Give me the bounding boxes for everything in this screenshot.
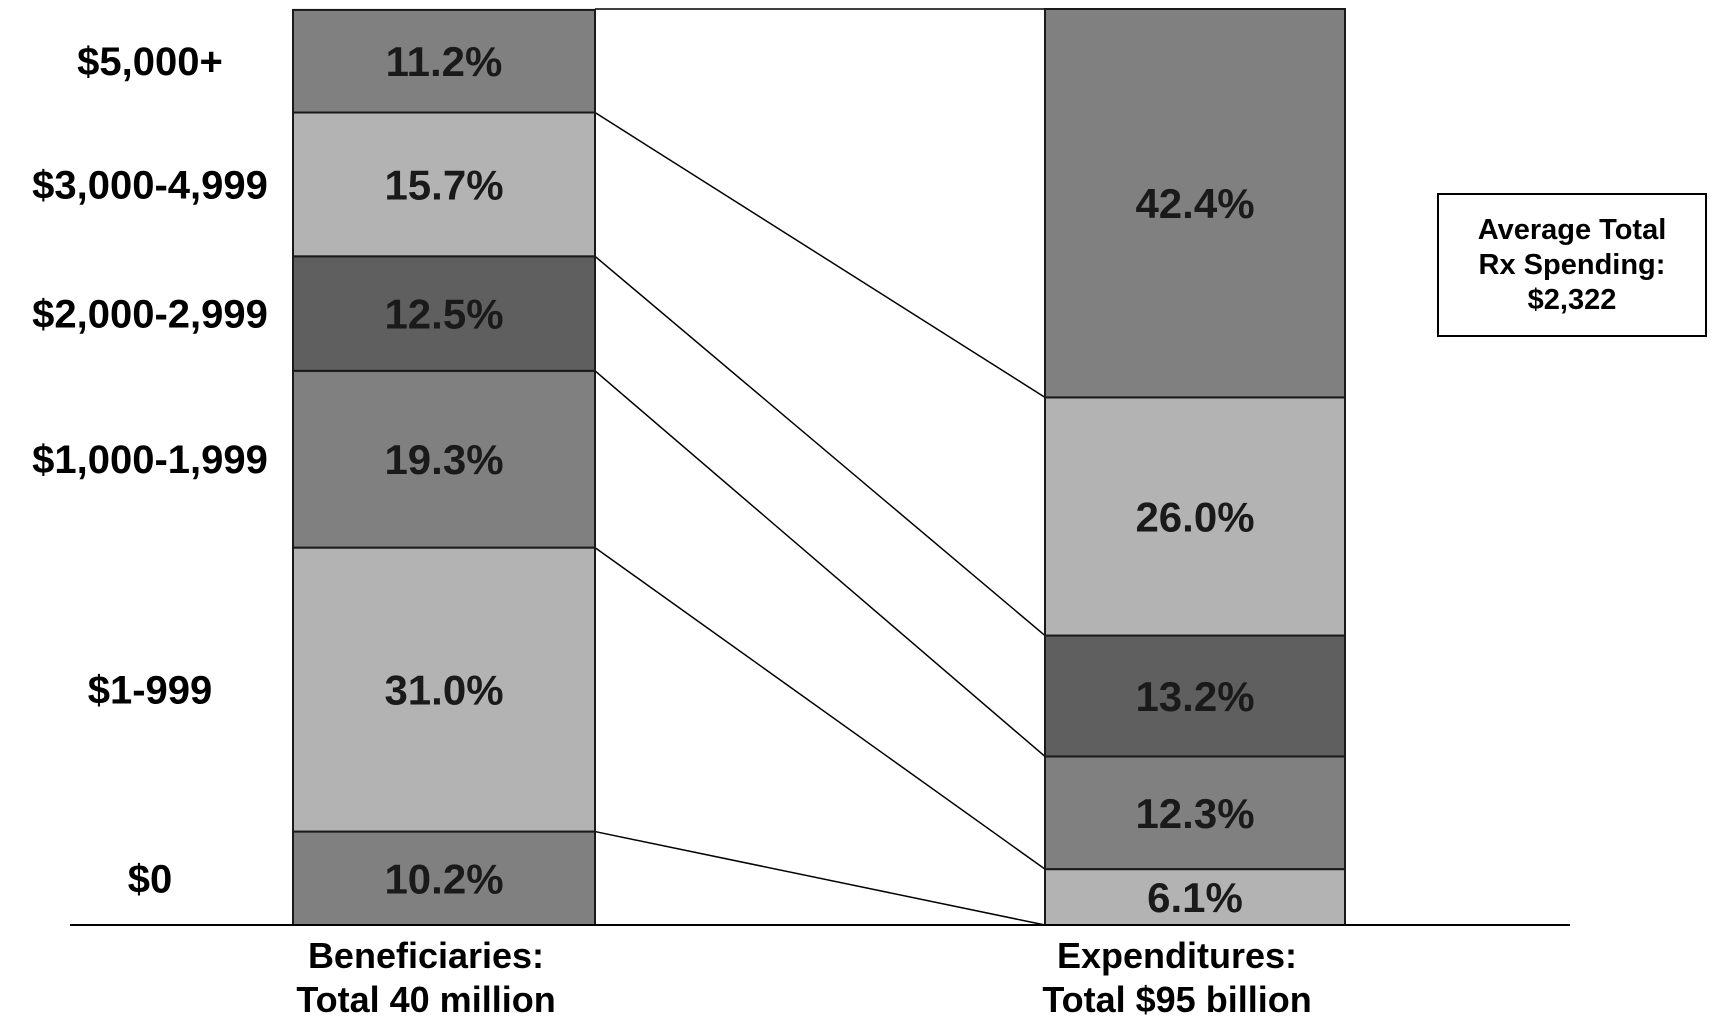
connector-lines — [594, 8, 1046, 926]
segment-value-label: 26.0% — [1135, 493, 1254, 540]
bar-segment-0-4 — [292, 111, 596, 258]
connector-line — [594, 111, 1046, 399]
segment-value-label: 11.2% — [386, 38, 503, 85]
bar-segment-1-2 — [1044, 755, 1346, 871]
segment-value-label: 19.3% — [384, 436, 503, 483]
segment-value-label: 13.2% — [1135, 673, 1254, 720]
category-label-line: Total $95 billion — [1042, 979, 1311, 1018]
row-label: $2,000-2,999 — [32, 293, 268, 337]
bars — [292, 8, 1346, 927]
segment-value-label: 6.1% — [1147, 874, 1243, 921]
bar-segment-1-1 — [1044, 868, 1346, 927]
segment-value-label: 31.0% — [384, 667, 503, 714]
connector-line — [594, 830, 1046, 926]
connector-line — [594, 255, 1046, 637]
bar-segment-1-5 — [1044, 8, 1346, 399]
average-line-3: $2,322 — [1527, 283, 1617, 316]
average-line-2: Rx Spending: — [1478, 248, 1666, 281]
bar-segment-0-1 — [292, 546, 596, 833]
category-label-line: Expenditures: — [1057, 935, 1297, 976]
row-label: $1,000-1,999 — [32, 438, 268, 482]
average-line-1: Average Total — [1477, 213, 1667, 246]
row-label: $1-999 — [88, 669, 213, 713]
segment-labels: 10.2% 31.0% 19.3% 12.5% 15.7% 11.2% 6.1% 12.3% 1… — [384, 38, 1254, 921]
category-label-line: Total 40 million — [296, 979, 555, 1018]
segment-value-label: 12.3% — [1135, 790, 1254, 837]
category-label-line: Beneficiaries: — [308, 935, 544, 976]
bar-segment-1-3 — [1044, 634, 1346, 758]
bar-segment-0-5 — [292, 8, 596, 114]
row-label: $5,000+ — [77, 40, 223, 84]
bar-segment-1-4 — [1044, 396, 1346, 637]
connector-line — [594, 546, 1046, 870]
segment-value-label: 10.2% — [384, 855, 503, 902]
row-labels: $0 $1-999 $1,000-1,999 $2,000-2,999 $3,000-4… — [32, 40, 268, 901]
segment-value-label: 12.5% — [384, 291, 503, 338]
row-label: $3,000-4,999 — [32, 163, 268, 207]
average-spending-box: Average Total Rx Spending: $2,322 — [1437, 193, 1707, 337]
row-label: $0 — [128, 857, 173, 901]
connector-line — [594, 370, 1046, 758]
category-labels: Beneficiaries:Total 40 million Expenditur… — [296, 935, 1311, 1018]
bar-segment-0-3 — [292, 255, 596, 372]
segment-value-label: 15.7% — [384, 161, 503, 208]
segment-value-label: 42.4% — [1135, 180, 1254, 227]
